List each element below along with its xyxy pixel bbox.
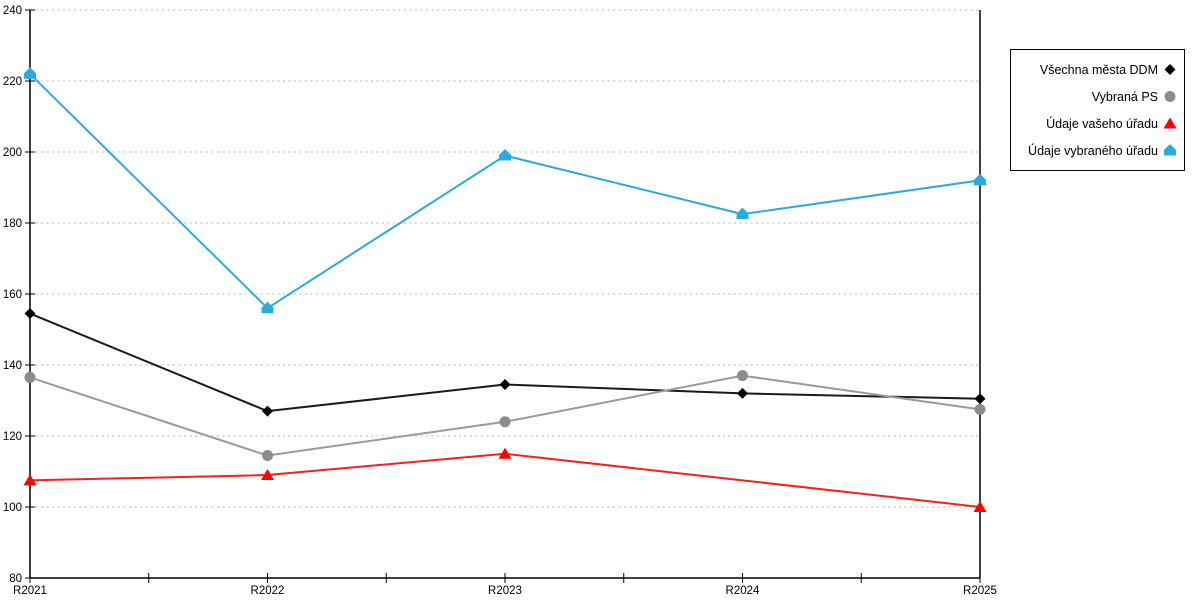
house-marker-icon (24, 67, 36, 79)
diamond-marker-icon (499, 379, 511, 391)
house-marker-icon (1164, 144, 1176, 156)
x-tick-label: R2024 (726, 585, 760, 597)
triangle-marker-icon (1163, 117, 1177, 130)
legend-label: Vybraná PS (1091, 89, 1158, 104)
house-marker-icon (974, 173, 986, 186)
x-tick-label: R2022 (251, 585, 285, 597)
y-tick-label: 180 (3, 218, 22, 230)
chart-legend: Všechna města DDM Vybraná PS Údaje vašeh… (1010, 49, 1185, 171)
diamond-marker-icon (737, 387, 748, 399)
circle-marker-icon (974, 403, 986, 415)
triangle-marker-icon (261, 469, 274, 481)
series-line-3 (29, 72, 981, 310)
circle-marker-icon (737, 370, 748, 382)
diamond-marker-icon (1163, 63, 1177, 76)
diamond-marker-icon (262, 405, 273, 417)
legend-label: Údaje vašeho úřadu (1046, 116, 1158, 131)
house-marker-icon (736, 207, 749, 220)
y-tick-label: 240 (3, 5, 22, 17)
y-tick-label: 100 (3, 502, 22, 514)
triangle-marker-icon (973, 501, 987, 512)
y-tick-label: 220 (3, 76, 22, 88)
legend-item-udaje-vybraneho-uradu: Údaje vybraného úřadu (1015, 140, 1177, 162)
circle-marker-icon (24, 371, 36, 383)
circle-marker-icon (499, 416, 511, 428)
legend-item-vybrana-ps: Vybraná PS (1015, 86, 1177, 108)
x-tick-label: R2025 (963, 585, 997, 597)
y-tick-label: 120 (3, 431, 22, 443)
legend-item-vsechna-mesta-ddm: Všechna města DDM (1015, 59, 1177, 81)
house-marker-icon (261, 301, 274, 314)
y-tick-label: 160 (3, 289, 22, 301)
x-tick-label: R2023 (488, 585, 522, 597)
series-line-2 (29, 452, 981, 508)
house-marker-icon (1163, 144, 1177, 157)
triangle-marker-icon (23, 474, 37, 486)
diamond-marker-icon (24, 308, 36, 320)
y-tick-label: 140 (3, 360, 22, 372)
legend-label: Všechna města DDM (1039, 62, 1158, 77)
house-marker-icon (499, 149, 511, 161)
circle-marker-icon (262, 450, 273, 462)
legend-item-udaje-vaseho-uradu: Údaje vašeho úřadu (1015, 113, 1177, 135)
x-tick-label: R2021 (13, 585, 47, 597)
legend-label: Údaje vybraného úřadu (1028, 143, 1158, 158)
series-line-0 (29, 312, 981, 413)
circle-marker-icon (1164, 91, 1176, 102)
triangle-marker-icon (498, 447, 512, 459)
diamond-marker-icon (1164, 64, 1176, 75)
y-tick-label: 200 (3, 147, 22, 159)
y-tick-label: 80 (9, 573, 22, 585)
triangle-marker-icon (1163, 117, 1177, 129)
circle-marker-icon (1163, 90, 1177, 103)
diamond-marker-icon (974, 393, 986, 405)
